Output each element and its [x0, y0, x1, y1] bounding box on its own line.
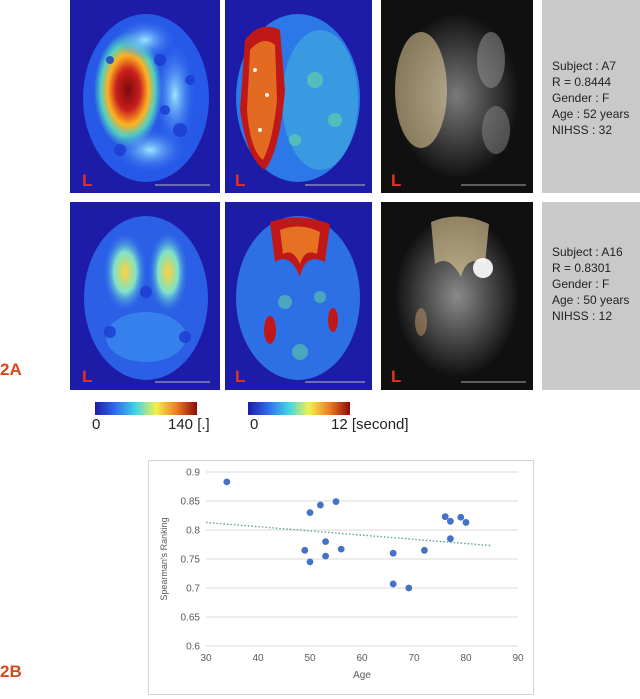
y-tick-label: 0.85 — [181, 497, 201, 508]
x-tick-label: 90 — [512, 653, 524, 664]
data-point — [447, 517, 454, 525]
data-point — [301, 546, 309, 554]
colorbar-time — [248, 402, 350, 415]
data-point — [317, 501, 324, 509]
figure-label-2b: 2B — [0, 662, 22, 681]
subject-info-a7: Subject : A7 R = 0.8444 Gender : F Age :… — [542, 0, 640, 193]
x-tick-label: 30 — [200, 653, 212, 664]
y-tick-label: 0.7 — [186, 584, 200, 595]
data-point — [322, 538, 329, 545]
svg-text:L: L — [235, 171, 245, 190]
data-point — [457, 513, 465, 521]
subject-age: Age : 50 years — [552, 293, 630, 307]
trendline — [205, 521, 493, 547]
subject-age: Age : 52 years — [552, 107, 630, 121]
y-tick-label: 0.9 — [186, 468, 200, 479]
y-tick-label: 0.8 — [186, 526, 200, 537]
subject-id: Subject : A7 — [552, 59, 617, 73]
subject-gender: Gender : F — [552, 91, 610, 105]
data-point — [332, 498, 340, 505]
subject-nihss: NIHSS : 12 — [552, 309, 613, 323]
svg-text:L: L — [391, 367, 401, 386]
x-tick-label: 60 — [356, 653, 368, 664]
data-point — [306, 509, 314, 516]
data-point — [337, 545, 345, 553]
subject-id: Subject : A16 — [552, 245, 623, 259]
subject-info-a16: Subject : A16 R = 0.8301 Gender : F Age … — [542, 202, 640, 390]
x-tick-label: 80 — [460, 653, 472, 664]
y-axis-label: Spearman's Ranking — [159, 517, 169, 600]
svg-text:L: L — [235, 367, 245, 386]
data-point — [421, 546, 428, 554]
colorbar-jet-min: 0 — [92, 416, 101, 433]
data-point — [322, 552, 329, 560]
subject-r-value: R = 0.8301 — [552, 261, 612, 275]
colorbar-time-min: 0 — [250, 416, 259, 433]
svg-text:L: L — [82, 367, 92, 386]
data-point — [306, 558, 314, 566]
brain-map-a7-time: L — [225, 0, 372, 193]
data-point — [389, 549, 397, 557]
svg-text:L: L — [82, 171, 92, 190]
y-tick-label: 0.75 — [181, 555, 201, 566]
colorbar-time-max: 12 [second] — [331, 416, 409, 433]
data-point — [223, 478, 231, 486]
data-point — [462, 519, 470, 526]
figure-label-2a: 2A — [0, 360, 22, 379]
brain-map-a7-overlay: L — [381, 0, 533, 193]
scatter-chart: 0.6 0.65 0.7 0.75 0.8 0.85 0.9 30 40 50 60 70 80 90 Ag… — [148, 460, 534, 695]
x-tick-label: 70 — [408, 653, 420, 664]
x-axis-label: Age — [353, 670, 371, 681]
x-tick-label: 50 — [304, 653, 316, 664]
brain-map-a16-overlay: L — [381, 202, 533, 390]
scatter-plot-svg: 0.6 0.65 0.7 0.75 0.8 0.85 0.9 30 40 50 60 70 80 90 Ag… — [159, 468, 524, 682]
svg-text:L: L — [391, 171, 401, 190]
data-point — [441, 513, 449, 521]
brain-map-a16-time: L — [225, 202, 372, 390]
brain-map-a16-metric: L — [70, 202, 220, 390]
x-tick-label: 40 — [252, 653, 264, 664]
subject-r-value: R = 0.8444 — [552, 75, 612, 89]
data-point — [447, 535, 454, 543]
y-tick-label: 0.65 — [181, 613, 201, 624]
data-point — [405, 584, 413, 592]
data-point — [389, 580, 397, 588]
colorbar-jet — [95, 402, 197, 415]
brain-map-a7-metric: L — [70, 0, 220, 193]
colorbar-jet-max: 140 [.] — [168, 416, 210, 433]
subject-gender: Gender : F — [552, 277, 610, 291]
subject-nihss: NIHSS : 32 — [552, 123, 613, 137]
y-tick-label: 0.6 — [186, 642, 200, 653]
